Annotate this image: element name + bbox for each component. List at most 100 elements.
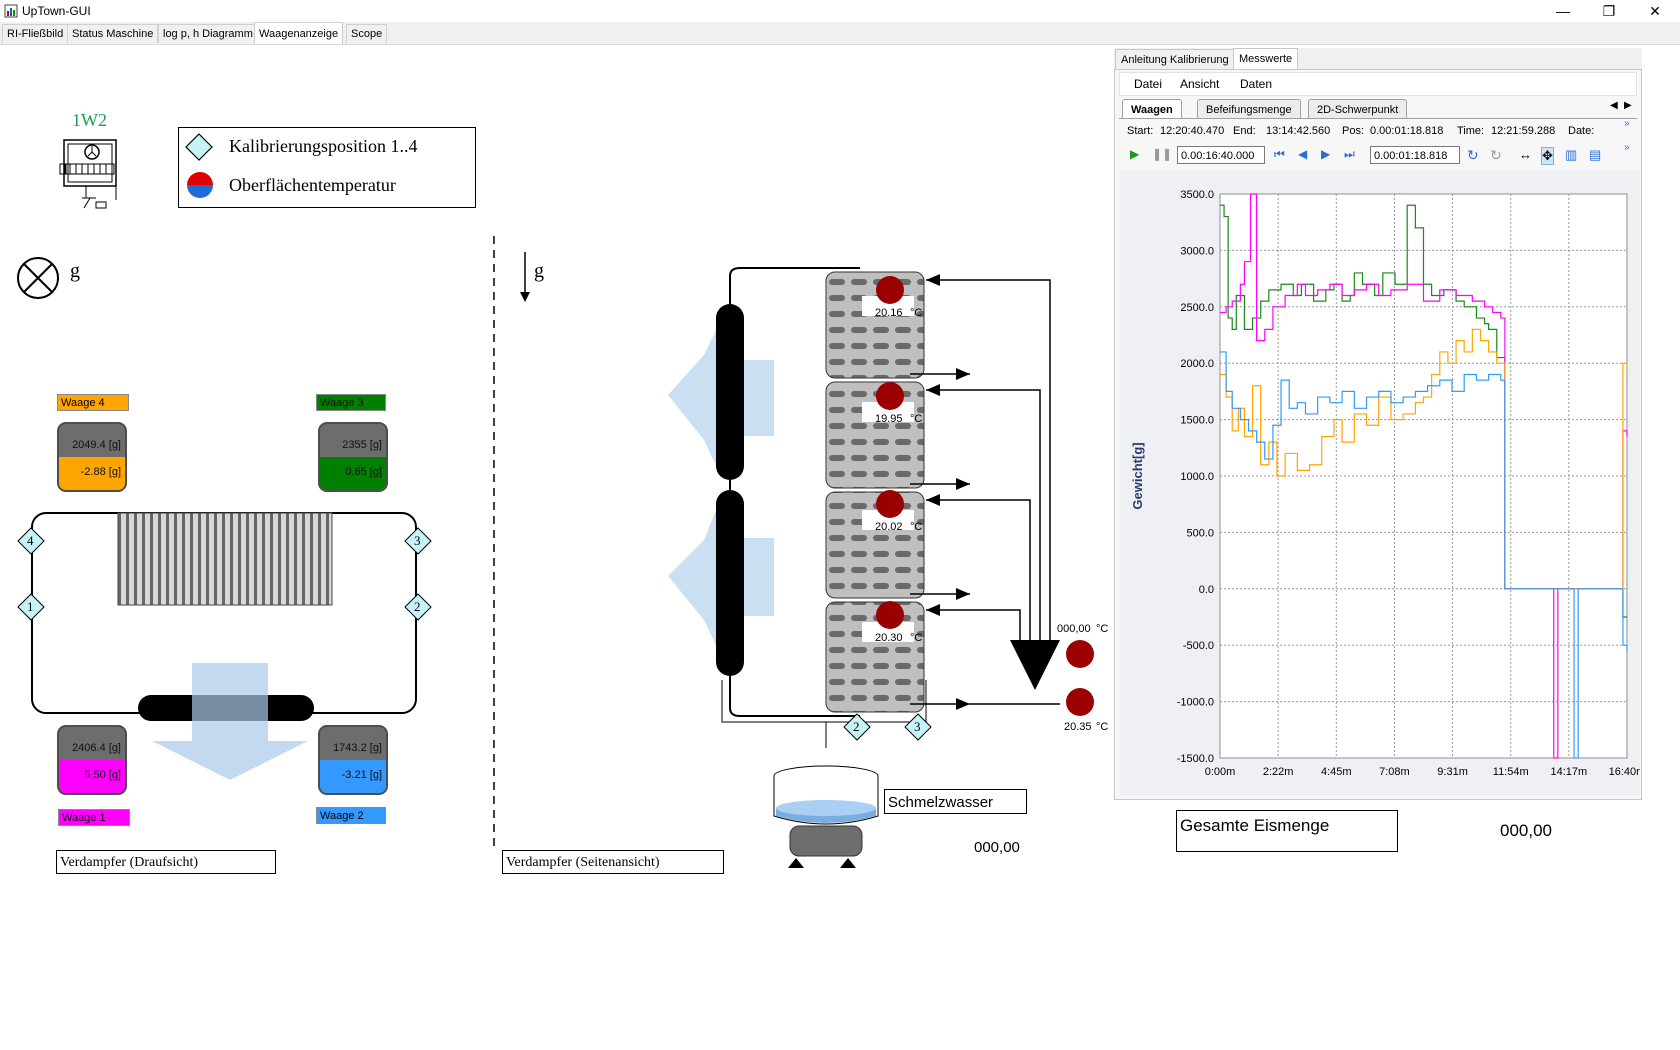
pause-icon[interactable]: ❚❚ bbox=[1152, 147, 1173, 161]
menu-daten[interactable]: Daten bbox=[1240, 77, 1273, 91]
y-tick-label: -1500.0 bbox=[1177, 753, 1214, 765]
menu-ansicht[interactable]: Ansicht bbox=[1180, 77, 1220, 91]
pan-horizontal-icon[interactable]: ↔ bbox=[1519, 147, 1532, 162]
temp-sensor-2 bbox=[876, 382, 904, 410]
time-label: Time: bbox=[1457, 125, 1485, 137]
temp-sensor-1-unit: °C bbox=[910, 307, 923, 319]
step-back-icon[interactable]: ◀ bbox=[1298, 147, 1308, 161]
end-value: 13:14:42.560 bbox=[1266, 125, 1331, 137]
step-forward-icon[interactable]: ▶ bbox=[1321, 147, 1331, 161]
side-calib-point-2[interactable]: 2 bbox=[843, 713, 871, 741]
waage-1-delta: 5.50 [g] bbox=[59, 760, 125, 793]
scroll-right-icon[interactable]: ▶ bbox=[1624, 100, 1632, 111]
title-bar: UpTown-GUI — ❐ ✕ bbox=[0, 0, 1680, 22]
tab-log-ph-diagramm[interactable]: log p, h Diagramm bbox=[158, 24, 258, 43]
toolbar-more-icon[interactable]: » bbox=[1624, 142, 1630, 153]
refresh-icon[interactable]: ↻ bbox=[1467, 147, 1479, 163]
maximize-button[interactable]: ❐ bbox=[1602, 3, 1616, 19]
x-tick-label: 16:40m bbox=[1609, 766, 1640, 778]
side-calib-point-3[interactable]: 3 bbox=[904, 713, 932, 741]
gravity-into-page-icon bbox=[17, 257, 59, 299]
temp-sensor-3 bbox=[876, 490, 904, 518]
calib-point-label: 2 bbox=[414, 599, 421, 614]
calib-diamond-icon bbox=[404, 527, 432, 555]
menu-datei[interactable]: Datei bbox=[1134, 77, 1163, 91]
waage-3-display: 2355 [g] 0.65 [g] bbox=[318, 422, 388, 492]
series-line-2 bbox=[1220, 193, 1628, 759]
waage-1-total: 2406.4 [g] bbox=[72, 742, 121, 754]
calib-point-4[interactable]: 4 bbox=[17, 527, 45, 555]
tab-waagenanzeige[interactable]: Waagenanzeige bbox=[254, 22, 344, 44]
start-value: 12:20:40.470 bbox=[1160, 125, 1225, 137]
tab-ri-fliessbild[interactable]: RI-Fließbild bbox=[2, 24, 69, 43]
waage-3-label: Waage 3 bbox=[316, 394, 386, 411]
pos-value: 0.00:01:18.818 bbox=[1370, 125, 1444, 137]
date-label: Date: bbox=[1568, 125, 1595, 137]
y-tick-label: 0.0 bbox=[1199, 584, 1214, 596]
calib-point-2[interactable]: 2 bbox=[404, 593, 432, 621]
y-tick-label: -500.0 bbox=[1183, 640, 1214, 652]
temp-sensor-2-value: 19.95 bbox=[875, 413, 903, 425]
tab-scope[interactable]: Scope bbox=[346, 24, 388, 43]
waage-2-display: 1743.2 [g] -3.21 [g] bbox=[318, 725, 388, 795]
chart-series bbox=[1220, 193, 1628, 759]
close-button[interactable]: ✕ bbox=[1649, 3, 1661, 19]
skip-start-icon[interactable]: ⏮ bbox=[1274, 147, 1285, 161]
view-separator bbox=[493, 236, 495, 850]
waage-1-display: 2406.4 [g] 5.50 [g] bbox=[57, 725, 127, 795]
weight-chart[interactable]: 3500.0 3000.0 2500.0 2000.0 1500.0 1000.0 500.… bbox=[1120, 170, 1640, 795]
y-tick-label: 1500.0 bbox=[1180, 415, 1214, 427]
x-tick-label: 4:45m bbox=[1321, 766, 1352, 778]
tab-status-maschine[interactable]: Status Maschine bbox=[67, 24, 159, 43]
tab-messwerte[interactable]: Messwerte bbox=[1233, 48, 1299, 70]
series-line-4 bbox=[1220, 351, 1628, 759]
pos-label: Pos: bbox=[1342, 125, 1365, 137]
waage-2-label: Waage 2 bbox=[316, 807, 386, 824]
calib-point-label: 3 bbox=[414, 533, 421, 548]
device-label: 1W2 bbox=[72, 110, 107, 130]
tab-anleitung-kalibrierung[interactable]: Anleitung Kalibrierung bbox=[1115, 49, 1235, 69]
start-label: Start: bbox=[1127, 125, 1154, 137]
zoom-y-icon[interactable]: ▥ bbox=[1565, 147, 1578, 162]
pan-all-icon[interactable]: ✥ bbox=[1541, 147, 1554, 165]
duration-field[interactable]: 0.00:16:40.000 bbox=[1177, 146, 1265, 164]
zoom-x-icon[interactable]: ▤ bbox=[1589, 147, 1602, 162]
y-tick-label: 3000.0 bbox=[1180, 245, 1214, 257]
meltwater-value: 000,00 bbox=[974, 839, 1020, 856]
skip-end-icon[interactable]: ⏭ bbox=[1344, 147, 1355, 161]
app-icon bbox=[4, 4, 18, 18]
subtab-waagen[interactable]: Waagen bbox=[1122, 99, 1182, 119]
legend-temp-text: Oberflächentemperatur bbox=[229, 175, 396, 195]
calib-point-3[interactable]: 3 bbox=[404, 527, 432, 555]
position-field[interactable]: 0.00:01:18.818 bbox=[1370, 146, 1460, 164]
evaporator-top-view bbox=[31, 512, 417, 780]
minimize-button[interactable]: — bbox=[1556, 3, 1570, 19]
waage-3-total: 2355 [g] bbox=[342, 439, 382, 451]
subtab-divider bbox=[1119, 118, 1637, 119]
waage-3-delta: 0.65 [g] bbox=[320, 457, 386, 490]
calib-point-label: 1 bbox=[27, 599, 34, 614]
total-ice-label: Gesamte Eismenge bbox=[1176, 810, 1398, 852]
reload-icon[interactable]: ↻ bbox=[1490, 147, 1502, 163]
top-view-label: Verdampfer (Draufsicht) bbox=[56, 850, 276, 874]
window-title: UpTown-GUI bbox=[22, 4, 91, 18]
waage-2-total: 1743.2 [g] bbox=[333, 742, 382, 754]
calib-diamond-icon bbox=[404, 593, 432, 621]
info-more-icon[interactable]: » bbox=[1624, 118, 1630, 129]
evaporator-side-view bbox=[668, 267, 1060, 868]
surface-temp-icon bbox=[187, 172, 213, 198]
main-tabbar: RI-Fließbild Status Maschine log p, h Di… bbox=[0, 22, 1680, 45]
calib-diamond-icon bbox=[843, 713, 871, 741]
x-tick-label: 2:22m bbox=[1263, 766, 1294, 778]
calib-diamond-icon bbox=[17, 593, 45, 621]
play-icon[interactable]: ▶ bbox=[1130, 147, 1140, 161]
subtab-2d-schwerpunkt[interactable]: 2D-Schwerpunkt bbox=[1308, 99, 1408, 119]
temp-sensor-4-unit: °C bbox=[910, 632, 923, 644]
calib-point-label: 4 bbox=[27, 533, 34, 548]
calib-point-1[interactable]: 1 bbox=[17, 593, 45, 621]
legend-calib-text: Kalibrierungsposition 1..4 bbox=[229, 136, 418, 156]
x-tick-label: 7:08m bbox=[1379, 766, 1410, 778]
scroll-left-icon[interactable]: ◀ bbox=[1610, 100, 1618, 111]
subtab-befeifungsmenge[interactable]: Befeifungsmenge bbox=[1197, 99, 1301, 119]
inlet-temp-value: 000,00 bbox=[1057, 623, 1091, 635]
